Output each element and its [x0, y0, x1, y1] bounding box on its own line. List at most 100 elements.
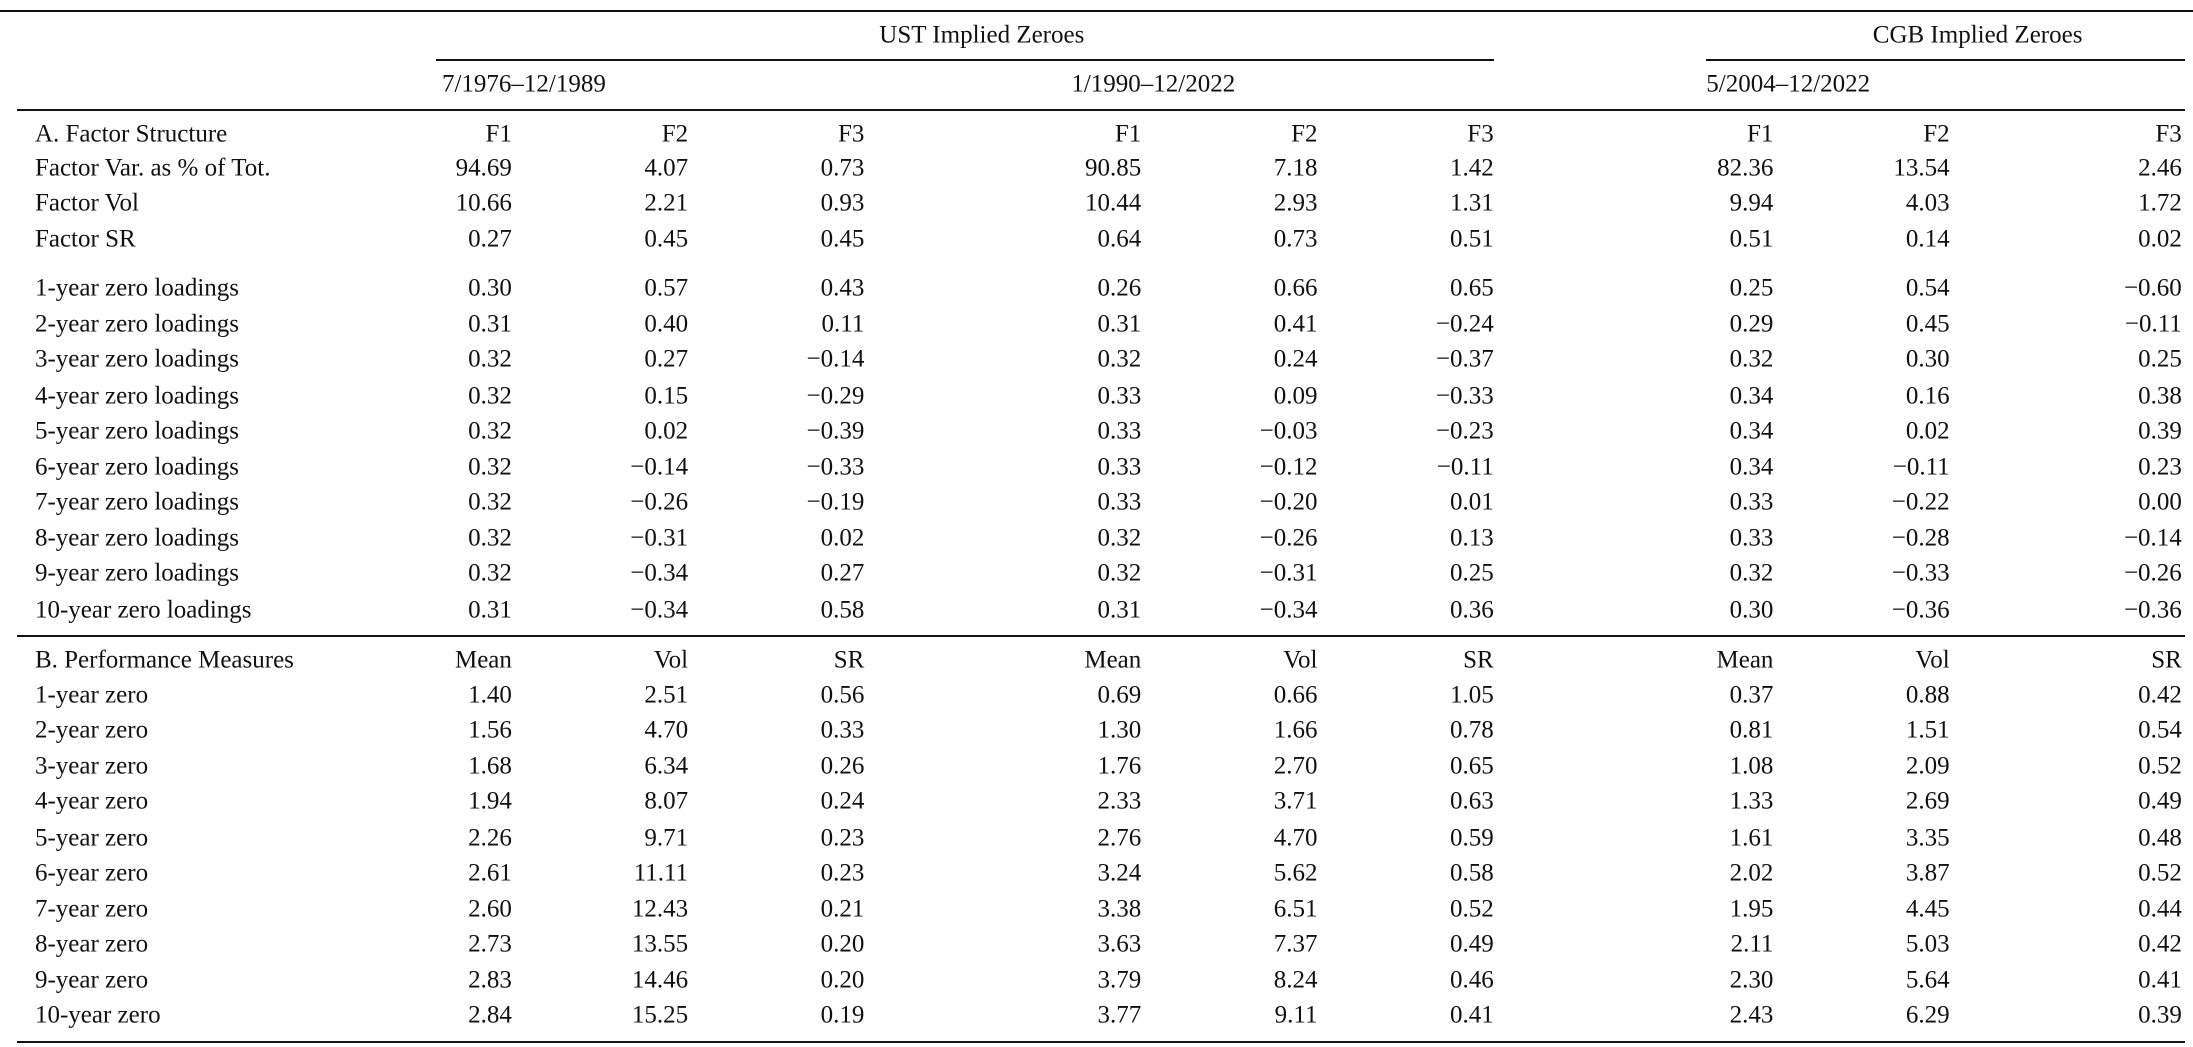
cell-value: 0.14: [1905, 225, 1950, 253]
column-header: F1: [485, 120, 512, 148]
cell-value: 0.54: [1905, 274, 1950, 302]
cell-value: 4.03: [1905, 189, 1950, 217]
cell-value: 0.33: [1097, 382, 1142, 410]
cell-value: −0.14: [630, 453, 689, 481]
column-header: F3: [2155, 120, 2182, 148]
cell-value: 0.42: [2138, 930, 2182, 958]
cell-value: 3.63: [1097, 930, 1142, 958]
cell-value: 1.42: [1449, 154, 1494, 182]
cell-value: 0.33: [1097, 417, 1142, 445]
group-rule: [436, 58, 1494, 61]
cell-value: 1.94: [468, 787, 512, 815]
column-header: F3: [837, 120, 865, 148]
cell-value: 0.73: [1273, 225, 1318, 253]
column-header: SR: [1463, 646, 1494, 674]
cell-value: 7.18: [1273, 154, 1318, 182]
header-rule: [16, 109, 2185, 112]
cell-value: 0.01: [1449, 488, 1494, 516]
cell-value: −0.11: [1892, 453, 1950, 481]
cell-value: 0.39: [2138, 417, 2182, 445]
cell-value: 0.23: [820, 859, 865, 887]
cell-value: 1.76: [1097, 752, 1142, 780]
cell-value: −0.31: [1259, 559, 1318, 587]
cell-value: 0.27: [468, 225, 512, 253]
cell-value: 0.41: [1273, 310, 1318, 338]
cell-value: 0.15: [644, 382, 689, 410]
cell-value: 9.71: [644, 824, 689, 852]
cell-value: 0.41: [2138, 966, 2182, 994]
cell-value: 0.33: [1097, 488, 1142, 516]
cell-value: 0.49: [2138, 787, 2182, 815]
cell-value: −0.34: [630, 559, 689, 587]
row-label: Factor Vol: [34, 189, 139, 217]
cell-value: 0.46: [1449, 966, 1494, 994]
row-label: Factor Var. as % of Tot.: [34, 154, 271, 182]
cell-value: 2.02: [1729, 859, 1774, 887]
group-title: CGB Implied Zeroes: [1872, 21, 2083, 49]
top-rule: [0, 9, 2193, 12]
cell-value: 8.07: [644, 787, 689, 815]
cell-value: 1.66: [1273, 716, 1318, 744]
cell-value: 3.87: [1905, 859, 1950, 887]
cell-value: 0.41: [1449, 1001, 1494, 1029]
cell-value: −0.26: [630, 488, 689, 516]
cell-value: 0.11: [821, 310, 865, 338]
row-label: 9-year zero loadings: [34, 559, 240, 587]
cell-value: 0.24: [820, 787, 865, 815]
cell-value: 13.55: [631, 930, 689, 958]
cell-value: 0.30: [1905, 345, 1950, 373]
cell-value: 0.34: [1729, 417, 1774, 445]
cell-value: 1.68: [468, 752, 512, 780]
row-label: 4-year zero: [34, 787, 149, 815]
cell-value: 13.54: [1893, 154, 1950, 182]
cell-value: 9.11: [1274, 1001, 1318, 1029]
cell-value: 0.58: [1449, 859, 1494, 887]
cell-value: 0.32: [468, 345, 512, 373]
panel-title: B. Performance Measures: [34, 646, 294, 674]
cell-value: 2.46: [2138, 154, 2182, 182]
cell-value: 0.31: [468, 310, 512, 338]
cell-value: 90.85: [1085, 154, 1142, 182]
group-title: UST Implied Zeroes: [879, 21, 1085, 49]
cell-value: 0.32: [468, 453, 512, 481]
cell-value: 2.26: [468, 824, 512, 852]
cell-value: 0.02: [2138, 225, 2182, 253]
row-label: 3-year zero loadings: [34, 345, 240, 373]
cell-value: 3.71: [1273, 787, 1318, 815]
cell-value: −0.33: [1435, 382, 1494, 410]
cell-value: 0.32: [1097, 559, 1142, 587]
cell-value: 3.35: [1905, 824, 1950, 852]
cell-value: 0.19: [820, 1001, 865, 1029]
cell-value: 1.33: [1729, 787, 1774, 815]
cell-value: 0.64: [1097, 225, 1142, 253]
row-label: 6-year zero loadings: [34, 453, 240, 481]
cell-value: −0.14: [806, 345, 865, 373]
cell-value: 5.62: [1273, 859, 1318, 887]
cell-value: 1.40: [468, 681, 512, 709]
cell-value: −0.37: [1435, 345, 1494, 373]
row-label: 9-year zero: [34, 966, 149, 994]
cell-value: 0.32: [468, 524, 512, 552]
row-label: Factor SR: [34, 225, 136, 253]
cell-value: 0.66: [1273, 274, 1318, 302]
row-label: 2-year zero loadings: [34, 310, 240, 338]
column-header: Mean: [454, 646, 512, 674]
cell-value: 4.70: [644, 716, 689, 744]
cell-value: 0.45: [820, 225, 865, 253]
cell-value: 0.24: [1273, 345, 1318, 373]
column-header: F2: [661, 120, 689, 148]
cell-value: 6.51: [1273, 895, 1318, 923]
row-label: 4-year zero loadings: [34, 382, 240, 410]
cell-value: 0.00: [2138, 488, 2182, 516]
cell-value: 0.65: [1449, 274, 1494, 302]
cell-value: 0.57: [644, 274, 689, 302]
cell-value: −0.39: [806, 417, 865, 445]
row-label: 5-year zero loadings: [34, 417, 240, 445]
cell-value: 8.24: [1273, 966, 1318, 994]
cell-value: 0.45: [1905, 310, 1950, 338]
cell-value: 0.02: [644, 417, 689, 445]
row-label: 5-year zero: [34, 824, 149, 852]
cell-value: 2.21: [644, 189, 689, 217]
cell-value: 0.93: [820, 189, 865, 217]
cell-value: 1.05: [1449, 681, 1494, 709]
